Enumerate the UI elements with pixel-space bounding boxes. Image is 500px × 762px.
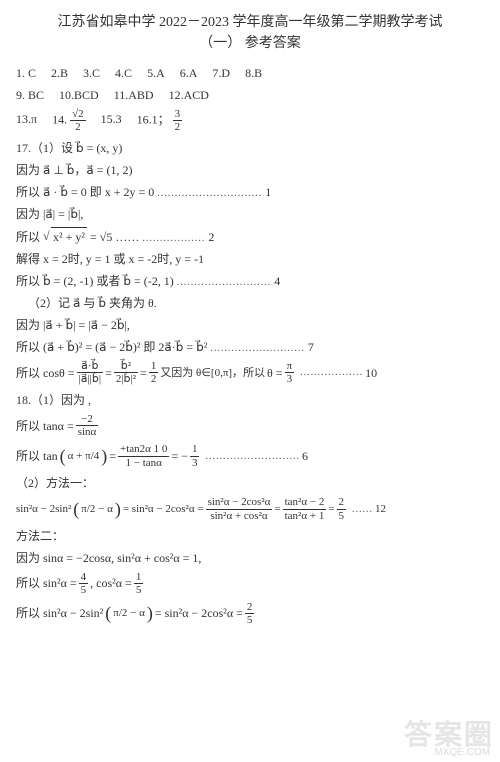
q17-l4: 所以 x² + y² = √5 …… .................. 2	[16, 227, 484, 246]
q18-l6: 所以 sin²α − 2sin² ( π/2 − α ) = sin²α − 2…	[16, 600, 484, 627]
q18-m2: 方法二：	[16, 527, 484, 545]
fraction: 12	[149, 360, 159, 385]
fraction: 15	[134, 571, 144, 596]
fraction: 25	[245, 601, 255, 626]
fraction: 13	[190, 443, 200, 468]
q18-l5: 所以 sin²α = 45 , cos²α = 15	[16, 571, 484, 596]
mc-item: 6.A	[180, 64, 198, 82]
dotted-line: ......	[352, 502, 373, 517]
fraction: sin²α − 2cos²αsin²α + cos²α	[206, 496, 273, 521]
mc-item: 4.C	[115, 64, 132, 82]
dotted-line: ..................	[142, 233, 205, 244]
q18-p2: （2）方法一：	[16, 474, 484, 492]
mc-item: 1. C	[16, 64, 36, 82]
q17-p2: （2）记 a⃗ 与 b⃗ 夹角为 θ.	[28, 294, 484, 312]
mc-item: 9. BC	[16, 86, 44, 104]
mc-item: 5.A	[147, 64, 165, 82]
mc-item: 10.BCD	[59, 86, 99, 104]
watermark-url: MXQE.COM	[434, 745, 490, 760]
paren-close: )	[101, 443, 107, 470]
q17-l3: 因为 |a⃗| = |b⃗|,	[16, 205, 484, 223]
fill-15: 15.3	[101, 110, 122, 128]
mc-item: 8.B	[245, 64, 262, 82]
mc-item: 2.B	[51, 64, 68, 82]
q17-l1: 因为 a⃗ ⊥ b⃗，a⃗ = (1, 2)	[16, 161, 484, 179]
fraction: tan²α − 2tan²α + 1	[283, 496, 327, 521]
q17-l6: 所以 b⃗ = (2, -1) 或者 b⃗ = (-2, 1) ........…	[16, 272, 484, 290]
q17-l7: 因为 |a⃗ + b⃗| = |a⃗ − 2b⃗|,	[16, 316, 484, 334]
paren-open: (	[73, 496, 79, 523]
q18-l4: 因为 sinα = −2cosα, sin²α + cos²α = 1,	[16, 549, 484, 567]
watermark-text: 答案圈	[404, 714, 494, 756]
fraction: b⃗²2|b⃗|²	[114, 360, 138, 385]
q17-l8: 所以 (a⃗ + b⃗)² = (a⃗ − 2b⃗)² 即 2a⃗·b⃗ = b…	[16, 338, 484, 356]
mc-item: 11.ABD	[114, 86, 154, 104]
mc-row-2: 9. BC 10.BCD 11.ABD 12.ACD	[16, 86, 484, 104]
q17-head: 17.（1）设 b⃗ = (x, y)	[16, 139, 484, 157]
fraction: 45	[79, 571, 89, 596]
dotted-line: ..................	[300, 365, 363, 380]
fraction: +tan2α 1 01 − tanα	[118, 443, 169, 468]
fraction: −2sinα	[76, 413, 99, 438]
title-block: 江苏省如皋中学 2022－2023 学年度高一年级第二学期教学考试 （一） 参考…	[16, 12, 484, 54]
mc-row-1: 1. C 2.B 3.C 4.C 5.A 6.A 7.D 8.B	[16, 64, 484, 82]
q17-l5: 解得 x = 2时, y = 1 或 x = -2时, y = -1	[16, 250, 484, 268]
q18-head: 18.（1）因为 ,	[16, 391, 484, 409]
q17-block: 17.（1）设 b⃗ = (x, y) 因为 a⃗ ⊥ b⃗，a⃗ = (1, …	[16, 139, 484, 385]
q18-l1: 所以 tanα = −2sinα	[16, 413, 484, 438]
dotted-line: ...........................	[177, 277, 272, 288]
fill-13: 13.π	[16, 110, 37, 128]
title-line-2: （一） 参考答案	[16, 33, 484, 54]
q18-l2: 所以 tan ( α + π/4 ) = +tan2α 1 01 − tanα …	[16, 443, 484, 470]
sqrt: x² + y²	[43, 227, 87, 246]
q17-l2: 所以 a⃗ · b⃗ = 0 即 x + 2y = 0 ............…	[16, 183, 484, 201]
fraction: √2 2	[70, 108, 86, 133]
mc-item: 3.C	[83, 64, 100, 82]
paren-open: (	[105, 600, 111, 627]
dotted-line: ...........................	[210, 343, 305, 354]
dotted-line: ..............................	[157, 188, 262, 199]
fill-14: 14. √2 2	[52, 108, 86, 133]
paren-close: )	[115, 496, 121, 523]
paren-open: (	[60, 443, 66, 470]
fraction: 25	[337, 496, 347, 521]
q17-l9: 所以 cosθ = a⃗·b⃗|a⃗||b⃗| = b⃗²2|b⃗|² = 12…	[16, 360, 484, 385]
mc-item: 7.D	[212, 64, 230, 82]
fill-row: 13.π 14. √2 2 15.3 16.1； 3 2	[16, 108, 484, 133]
fraction: 3 2	[173, 108, 183, 133]
fraction: a⃗·b⃗|a⃗||b⃗|	[77, 360, 104, 385]
paren-close: )	[147, 600, 153, 627]
mc-item: 12.ACD	[169, 86, 209, 104]
q18-block: 18.（1）因为 , 所以 tanα = −2sinα 所以 tan ( α +…	[16, 391, 484, 626]
title-line-1: 江苏省如皋中学 2022－2023 学年度高一年级第二学期教学考试	[16, 12, 484, 33]
dotted-line: ...........................	[205, 449, 300, 464]
q18-l3: sin²α − 2sin² ( π/2 − α ) = sin²α − 2cos…	[16, 496, 484, 523]
fill-16: 16.1； 3 2	[137, 108, 183, 133]
fraction: π3	[285, 360, 295, 385]
